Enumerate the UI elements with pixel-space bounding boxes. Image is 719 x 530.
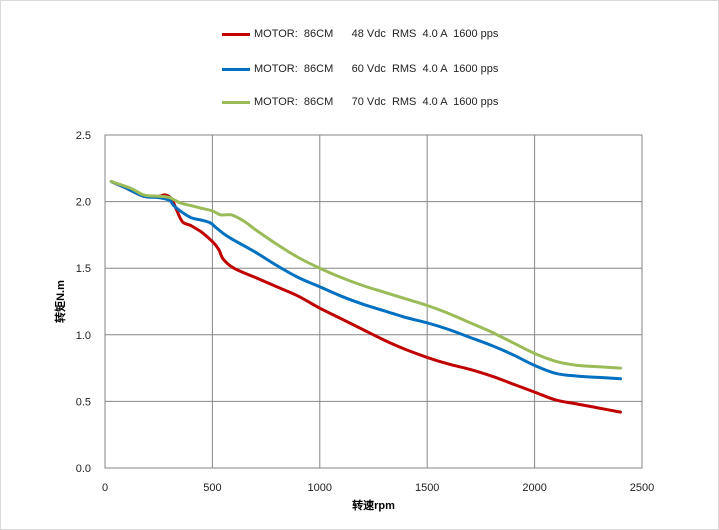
legend-swatch-48vdc bbox=[222, 33, 250, 36]
y-tick-label: 0.0 bbox=[76, 463, 91, 475]
x-axis-title: 转速rpm bbox=[352, 498, 395, 512]
y-tick-label: 0.5 bbox=[76, 396, 91, 408]
x-tick-label: 1500 bbox=[415, 482, 439, 494]
x-tick-label: 500 bbox=[203, 482, 221, 494]
plot-area-border bbox=[104, 134, 643, 469]
legend-label-48vdc: MOTOR: 86CM 48 Vdc RMS 4.0 A 1600 pps bbox=[254, 28, 499, 40]
series-line-70vdc bbox=[109, 180, 622, 370]
x-tick-label: 0 bbox=[102, 482, 108, 494]
gridlines bbox=[104, 134, 643, 469]
y-tick-label: 1.5 bbox=[76, 263, 91, 275]
series-line-60vdc bbox=[109, 180, 622, 381]
legend-swatch-60vdc bbox=[222, 68, 250, 71]
legend-label-60vdc: MOTOR: 86CM 60 Vdc RMS 4.0 A 1600 pps bbox=[254, 63, 499, 75]
x-tick-label: 2000 bbox=[522, 482, 546, 494]
y-tick-label: 2.0 bbox=[76, 197, 91, 209]
y-axis-title: 转矩N.m bbox=[53, 280, 67, 323]
legend-swatch-70vdc bbox=[222, 101, 250, 104]
legend-label-70vdc: MOTOR: 86CM 70 Vdc RMS 4.0 A 1600 pps bbox=[254, 96, 499, 108]
x-tick-label: 1000 bbox=[308, 482, 332, 494]
x-tick-labels: 0 500 1000 1500 2000 2500 bbox=[102, 482, 654, 494]
y-tick-labels: 0.0 0.5 1.0 1.5 2.0 2.5 bbox=[76, 130, 91, 475]
y-tick-label: 2.5 bbox=[76, 130, 91, 142]
series-lines bbox=[109, 180, 622, 414]
y-tick-label: 1.0 bbox=[76, 330, 91, 342]
x-tick-label: 2500 bbox=[630, 482, 654, 494]
